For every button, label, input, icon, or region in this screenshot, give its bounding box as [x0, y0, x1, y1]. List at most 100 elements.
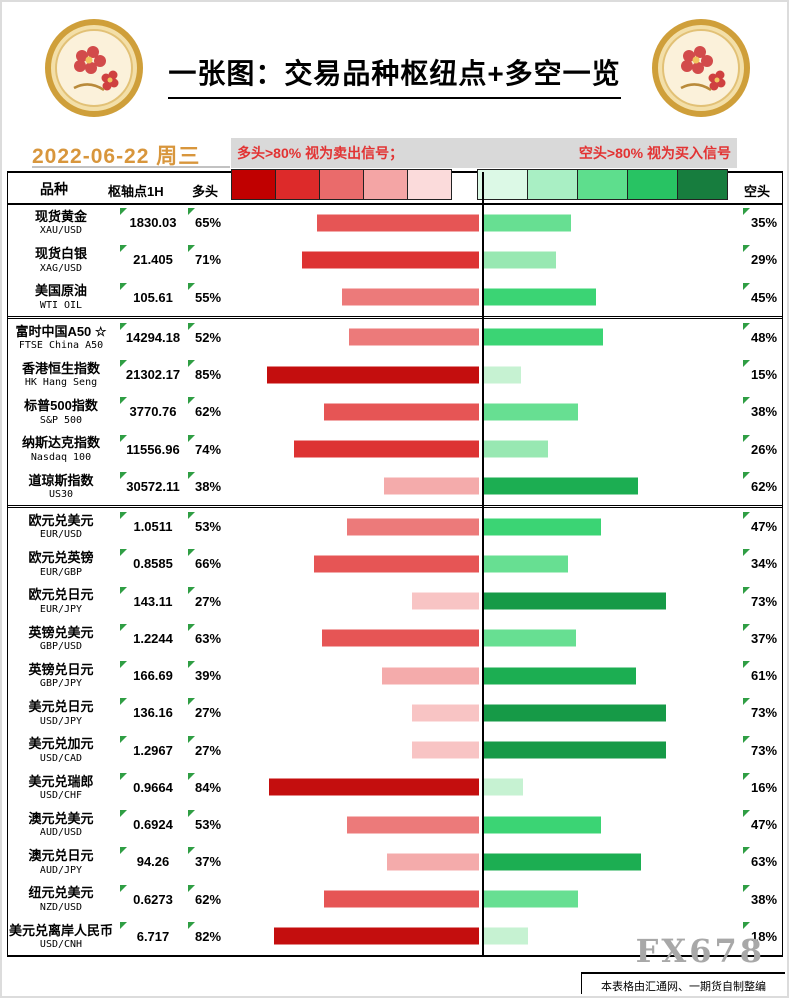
- short-percent: 38%: [750, 891, 778, 907]
- table-row: 美元兑加元 USD/CAD 1.2967 27% 73%: [7, 732, 783, 769]
- column-header-pivot: 枢轴点1H: [108, 184, 164, 199]
- pivot-cell: 3770.76: [119, 393, 187, 430]
- table-row: 标普500指数 S&P 500 3770.76 62% 38%: [7, 393, 783, 430]
- long-percent: 53%: [194, 817, 222, 833]
- instrument-cell: 美元兑加元 USD/CAD: [7, 732, 115, 769]
- instrument-name: 现货黄金: [34, 208, 87, 224]
- signal-legend: 多头>80% 视为卖出信号； 空头>80% 视为买入信号: [231, 138, 737, 168]
- pivot-cell: 94.26: [119, 843, 187, 880]
- long-bar: [316, 214, 479, 232]
- instrument-name: 美元兑加元: [28, 736, 94, 752]
- short-percent: 45%: [750, 289, 778, 305]
- table-row: 欧元兑英镑 EUR/GBP 0.8585 66% 34%: [7, 545, 783, 582]
- flag-triangle-icon: [120, 434, 127, 442]
- pivot-value: 0.9664: [133, 779, 173, 795]
- instrument-code: AUD/USD: [39, 827, 83, 839]
- pivot-cell: 1.2967: [119, 732, 187, 769]
- instrument-name: 美元兑日元: [28, 699, 94, 715]
- short-cell: 61%: [742, 657, 786, 694]
- short-cell: 47%: [742, 508, 786, 545]
- long-bar: [411, 741, 479, 759]
- short-bar: [483, 667, 636, 685]
- flag-triangle-icon: [188, 471, 195, 479]
- instrument-cell: 香港恒生指数 HK Hang Seng: [7, 356, 115, 393]
- short-percent: 34%: [750, 556, 778, 572]
- table-row: 现货白银 XAG/USD 21.405 71% 29%: [7, 241, 783, 278]
- pivot-cell: 1.2244: [119, 620, 187, 657]
- table-bottom-border: [7, 955, 783, 957]
- table-row: 美元兑瑞郎 USD/CHF 0.9664 84% 16%: [7, 769, 783, 806]
- short-percent: 62%: [750, 478, 778, 494]
- instrument-code: EUR/GBP: [39, 566, 83, 578]
- long-bar: [411, 704, 479, 722]
- flag-triangle-icon: [743, 397, 750, 405]
- short-bar: [483, 741, 666, 759]
- flag-triangle-icon: [188, 397, 195, 405]
- long-percent: 53%: [194, 519, 222, 535]
- short-cell: 15%: [742, 356, 786, 393]
- flag-triangle-icon: [743, 847, 750, 855]
- flag-triangle-icon: [120, 810, 127, 817]
- short-cell: 18%: [742, 918, 786, 955]
- long-percent: 84%: [194, 779, 222, 795]
- long-cell: 63%: [187, 620, 229, 657]
- long-bar: [386, 853, 479, 871]
- pivot-value: 0.6924: [133, 817, 173, 833]
- short-bar: [483, 778, 523, 796]
- long-cell: 27%: [187, 583, 229, 620]
- short-cell: 63%: [742, 843, 786, 880]
- flag-triangle-icon: [120, 549, 127, 557]
- flag-triangle-icon: [120, 471, 127, 479]
- pivot-cell: 21302.17: [119, 356, 187, 393]
- instrument-code: EUR/USD: [39, 529, 83, 541]
- long-percent: 85%: [194, 367, 222, 383]
- instrument-name: 澳元兑日元: [28, 848, 94, 864]
- short-bar: [483, 403, 578, 421]
- instrument-name: 英镑兑美元: [28, 624, 94, 640]
- instrument-name: 富时中国A50 ☆: [15, 323, 107, 339]
- short-bar: [483, 251, 556, 269]
- long-bar: [324, 890, 479, 908]
- plum-blossom-logo-right: [651, 18, 751, 118]
- long-cell: 82%: [187, 918, 229, 955]
- flag-triangle-icon: [188, 549, 195, 557]
- instrument-cell: 美国原油 WTI OIL: [7, 279, 115, 316]
- flag-triangle-icon: [188, 884, 195, 892]
- pivot-cell: 1.0511: [119, 508, 187, 545]
- flag-triangle-icon: [120, 661, 127, 668]
- long-cell: 66%: [187, 545, 229, 582]
- long-bar: [301, 251, 479, 269]
- scale-swatch: [319, 169, 364, 200]
- flag-triangle-icon: [743, 322, 750, 330]
- instrument-name: 道琼斯指数: [28, 472, 94, 488]
- flag-triangle-icon: [188, 512, 195, 519]
- instrument-cell: 英镑兑美元 GBP/USD: [7, 620, 115, 657]
- short-bar: [483, 890, 578, 908]
- flag-triangle-icon: [120, 847, 127, 855]
- scale-gap: [452, 169, 478, 200]
- long-cell: 62%: [187, 881, 229, 918]
- flag-triangle-icon: [120, 735, 127, 743]
- table-left-border: [7, 172, 8, 957]
- short-percent: 47%: [750, 817, 778, 833]
- scale-swatch: [231, 169, 276, 200]
- flag-triangle-icon: [188, 322, 195, 330]
- instrument-cell: 美元兑离岸人民币 USD/CNH: [7, 918, 115, 955]
- pivot-cell: 14294.18: [119, 319, 187, 356]
- pivot-value: 21302.17: [125, 367, 181, 383]
- short-percent: 15%: [750, 367, 778, 383]
- instrument-cell: 澳元兑美元 AUD/USD: [7, 806, 115, 843]
- pivot-value: 105.61: [133, 289, 173, 305]
- long-percent: 66%: [194, 556, 222, 572]
- short-cell: 29%: [742, 241, 786, 278]
- flag-triangle-icon: [743, 921, 750, 929]
- long-cell: 38%: [187, 468, 229, 505]
- short-percent: 16%: [750, 779, 778, 795]
- table-row: 欧元兑日元 EUR/JPY 143.11 27% 73%: [7, 583, 783, 620]
- instrument-code: USD/CNH: [39, 939, 83, 951]
- flag-triangle-icon: [743, 623, 750, 631]
- page-title-wrap: 一张图：交易品种枢纽点+多空一览: [2, 52, 787, 99]
- instrument-name: 欧元兑美元: [28, 512, 94, 528]
- flag-triangle-icon: [743, 208, 750, 215]
- short-bar: [483, 477, 638, 495]
